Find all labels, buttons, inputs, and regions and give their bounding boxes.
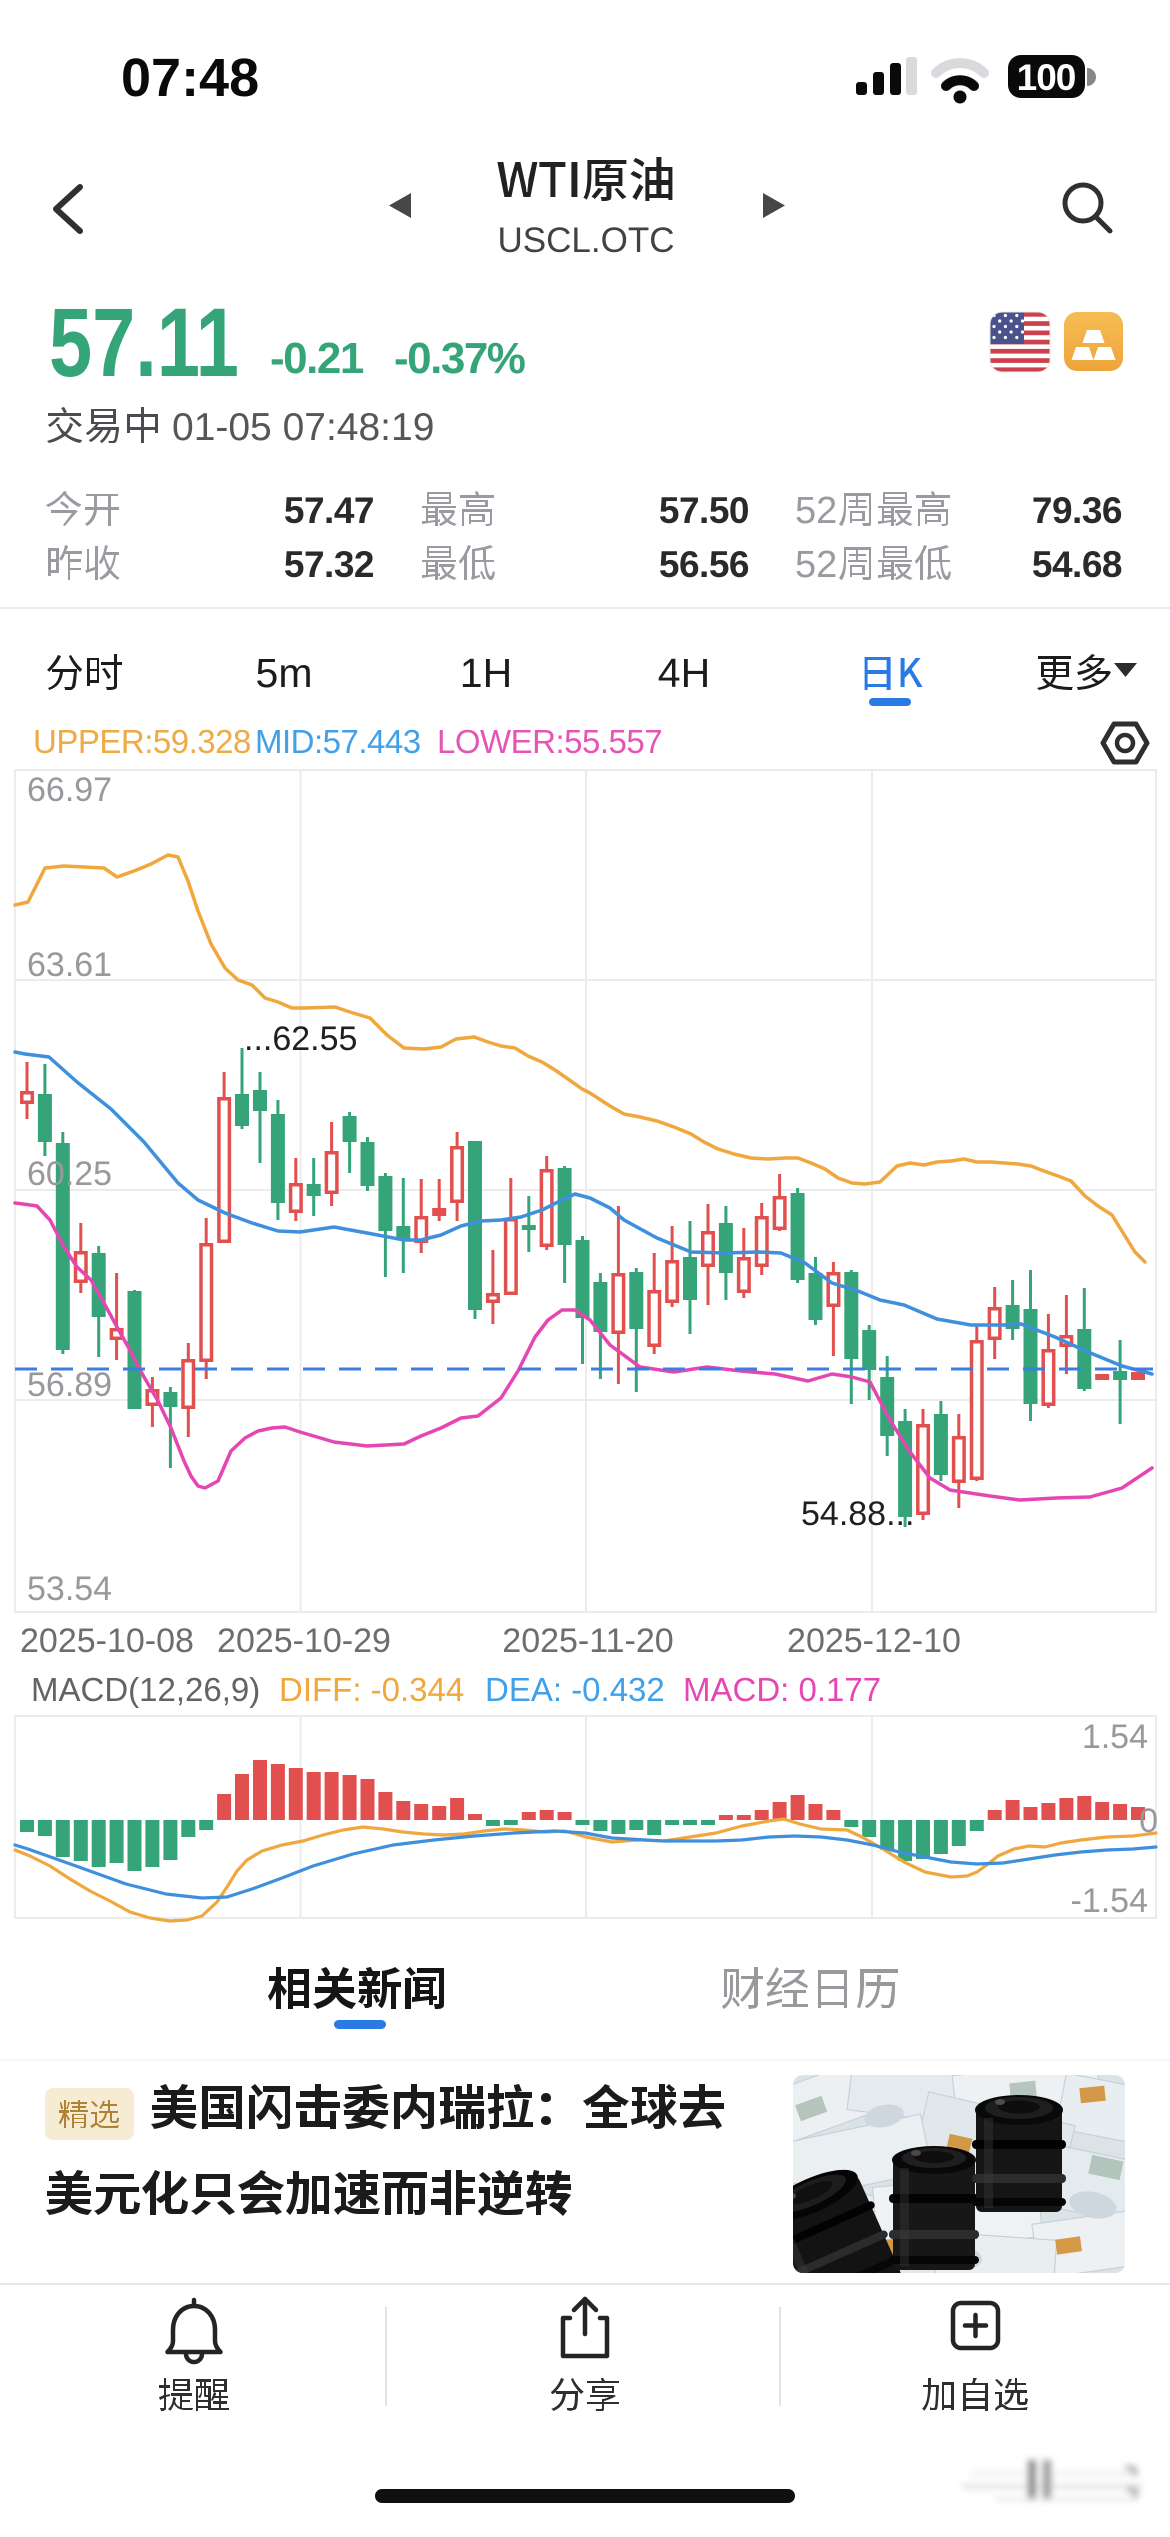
svg-text:MID:57.443: MID:57.443 bbox=[255, 723, 421, 760]
svg-text:07:48: 07:48 bbox=[121, 48, 259, 108]
svg-text:52: 52 bbox=[795, 544, 837, 586]
svg-text:1H: 1H bbox=[460, 650, 512, 696]
svg-text:-1.54: -1.54 bbox=[1071, 1882, 1149, 1920]
svg-text:-0.37%: -0.37% bbox=[394, 334, 525, 383]
svg-text:54.68: 54.68 bbox=[1032, 544, 1122, 585]
svg-text:2025-11-20: 2025-11-20 bbox=[502, 1622, 673, 1660]
svg-text:52: 52 bbox=[795, 490, 837, 532]
svg-text:MACD: 0.177: MACD: 0.177 bbox=[683, 1671, 881, 1708]
svg-text:MACD(12,26,9): MACD(12,26,9) bbox=[31, 1671, 260, 1708]
svg-text:5m: 5m bbox=[256, 650, 313, 696]
svg-text:DIFF: -0.344: DIFF: -0.344 bbox=[279, 1671, 464, 1708]
svg-text:2025-10-29: 2025-10-29 bbox=[217, 1622, 391, 1660]
svg-text:57.32: 57.32 bbox=[284, 544, 374, 585]
svg-text:54.88...: 54.88... bbox=[801, 1495, 914, 1533]
svg-text:4H: 4H bbox=[658, 650, 710, 696]
svg-text:60.25: 60.25 bbox=[27, 1155, 112, 1193]
svg-text:LOWER:55.557: LOWER:55.557 bbox=[437, 723, 662, 760]
svg-text:2025-12-10: 2025-12-10 bbox=[787, 1622, 961, 1660]
svg-text:57.11: 57.11 bbox=[49, 287, 239, 397]
svg-text:53.54: 53.54 bbox=[27, 1570, 112, 1608]
svg-text:...62.55: ...62.55 bbox=[244, 1020, 357, 1058]
svg-text:01-05 07:48:19: 01-05 07:48:19 bbox=[172, 406, 434, 449]
svg-text:DEA: -0.432: DEA: -0.432 bbox=[485, 1671, 665, 1708]
svg-text:57.50: 57.50 bbox=[659, 490, 749, 531]
svg-text:UPPER:59.328: UPPER:59.328 bbox=[33, 723, 251, 760]
svg-text:56.89: 56.89 bbox=[27, 1366, 112, 1404]
svg-text:63.61: 63.61 bbox=[27, 946, 112, 984]
svg-text:56.56: 56.56 bbox=[659, 544, 749, 585]
svg-text:79.36: 79.36 bbox=[1032, 490, 1122, 531]
svg-text:0: 0 bbox=[1139, 1802, 1158, 1840]
svg-text:-0.21: -0.21 bbox=[270, 334, 364, 383]
svg-text:57.47: 57.47 bbox=[284, 490, 374, 531]
svg-text:1.54: 1.54 bbox=[1082, 1718, 1148, 1756]
svg-text:66.97: 66.97 bbox=[27, 771, 112, 809]
svg-text:USCL.OTC: USCL.OTC bbox=[498, 221, 675, 260]
svg-text:100: 100 bbox=[1017, 57, 1076, 98]
svg-text:2025-10-08: 2025-10-08 bbox=[20, 1622, 194, 1660]
